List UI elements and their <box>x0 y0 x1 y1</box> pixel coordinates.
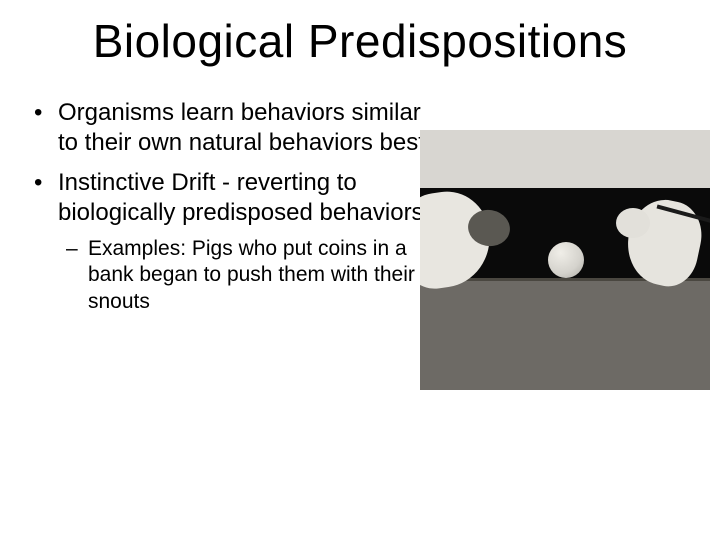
slide-title: Biological Predispositions <box>0 0 720 98</box>
bullet-item: Organisms learn behaviors similar to the… <box>30 98 430 158</box>
image-column <box>420 130 710 390</box>
photo-bird-right-head <box>616 208 650 238</box>
sub-bullet-label: Examples: <box>88 237 186 260</box>
sub-bullet-list: Examples: Pigs who put coins in a bank b… <box>58 236 430 315</box>
bullet-text: Instinctive Drift - reverting to biologi… <box>58 169 424 226</box>
bullet-item: Instinctive Drift - reverting to biologi… <box>30 168 430 315</box>
photo-platform <box>420 278 710 390</box>
pigeon-photo <box>420 130 710 390</box>
bullet-text: Organisms learn behaviors similar to the… <box>58 99 425 156</box>
sub-bullet-item: Examples: Pigs who put coins in a bank b… <box>58 236 430 315</box>
main-bullet-list: Organisms learn behaviors similar to the… <box>30 98 430 315</box>
text-column: Organisms learn behaviors similar to the… <box>30 98 430 325</box>
photo-ball <box>548 242 584 278</box>
